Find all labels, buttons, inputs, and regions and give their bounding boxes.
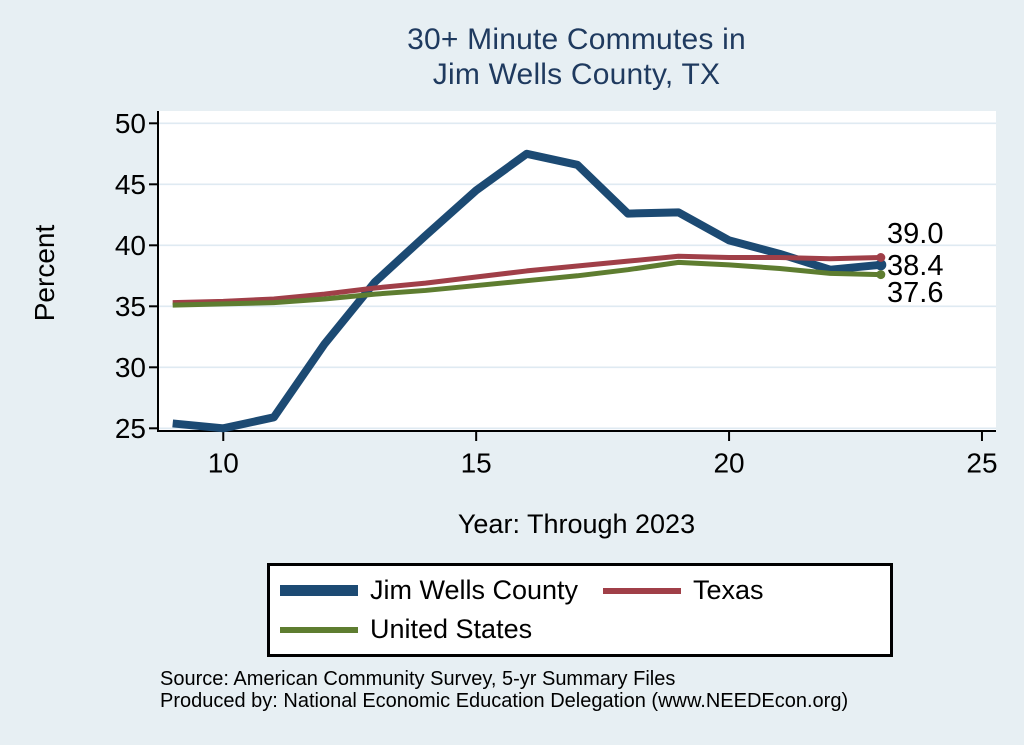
legend-item-jim-wells-county: Jim Wells County <box>280 575 603 606</box>
legend-item-united-states: United States <box>280 614 603 645</box>
end-value-label: 38.4 <box>887 250 943 282</box>
series-line-jim-wells-county <box>172 149 882 433</box>
x-tick-label: 15 <box>461 448 492 479</box>
legend: Jim Wells County Texas United States <box>267 563 893 657</box>
legend-label: United States <box>370 614 533 644</box>
legend-swatch <box>280 585 358 596</box>
series-end-dot-jim-wells-county <box>875 259 887 271</box>
source-line: Source: American Community Survey, 5-yr … <box>160 668 676 690</box>
series-end-dot-texas <box>876 253 886 262</box>
legend-swatch <box>603 587 681 594</box>
x-tick-label: 20 <box>713 448 744 479</box>
x-tick-label: 10 <box>208 448 239 479</box>
chart-title-line1: 30+ Minute Commutes in <box>407 23 746 56</box>
y-tick-label: 50 <box>115 108 146 139</box>
y-tick-label: 25 <box>115 413 146 444</box>
series-line-united-states <box>172 259 881 308</box>
y-tick-label: 40 <box>115 230 146 261</box>
y-tick-label: 30 <box>115 352 146 383</box>
legend-swatch <box>280 626 358 633</box>
series-end-dot-united-states <box>876 270 886 280</box>
series-line-texas <box>172 253 881 306</box>
chart-title: 30+ Minute Commutes in Jim Wells County,… <box>157 22 996 92</box>
source-note: Source: American Community Survey, 5-yr … <box>160 668 848 712</box>
legend-label: Jim Wells County <box>370 575 579 605</box>
chart-title-line2: Jim Wells County, TX <box>432 58 721 91</box>
plot-background <box>157 111 996 431</box>
y-tick-label: 35 <box>115 291 146 322</box>
legend-label: Texas <box>693 575 764 605</box>
end-value-label: 39.0 <box>887 218 943 250</box>
end-value-label: 37.6 <box>887 277 943 309</box>
legend-item-texas: Texas <box>603 575 890 606</box>
y-axis-title: Percent <box>29 224 60 322</box>
x-axis-title: Year: Through 2023 <box>457 509 696 539</box>
x-tick-label: 25 <box>966 448 997 479</box>
y-tick-label: 45 <box>115 169 146 200</box>
produced-by-line: Produced by: National Economic Education… <box>160 690 849 712</box>
